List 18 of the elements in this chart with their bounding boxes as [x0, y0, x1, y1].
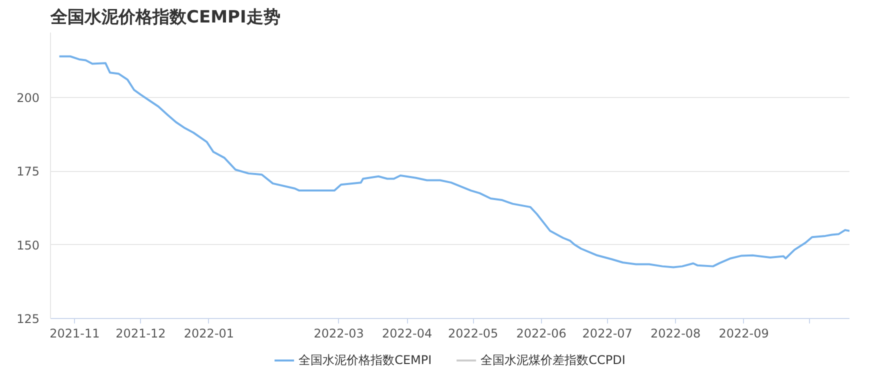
y-tick-label: 200: [16, 90, 40, 105]
x-tick-label: 2022-06: [516, 326, 566, 340]
x-tick-label: 2021-12: [116, 326, 166, 340]
chart-title: 全国水泥价格指数CEMPI走势: [50, 8, 280, 28]
x-tick-label: 2021-11: [50, 326, 100, 340]
x-tick-label: 2022-04: [382, 326, 432, 340]
x-tick-label: 2022-03: [314, 326, 364, 340]
legend-label: 全国水泥价格指数CEMPI: [298, 352, 432, 368]
y-tick-label: 175: [16, 164, 40, 179]
x-tick-label: 2022-08: [650, 326, 701, 340]
x-tick-label: 2022-05: [448, 326, 498, 340]
line-series: [58, 55, 850, 268]
legend-label: 全国水泥煤价差指数CCPDI: [480, 352, 626, 368]
x-tick-label: 2022-07: [582, 326, 632, 340]
x-tick-label: 2022-09: [718, 326, 769, 340]
y-tick-label: 125: [16, 312, 40, 326]
x-tick-label: 2022-01: [184, 326, 234, 340]
y-tick-label: 150: [16, 238, 40, 252]
